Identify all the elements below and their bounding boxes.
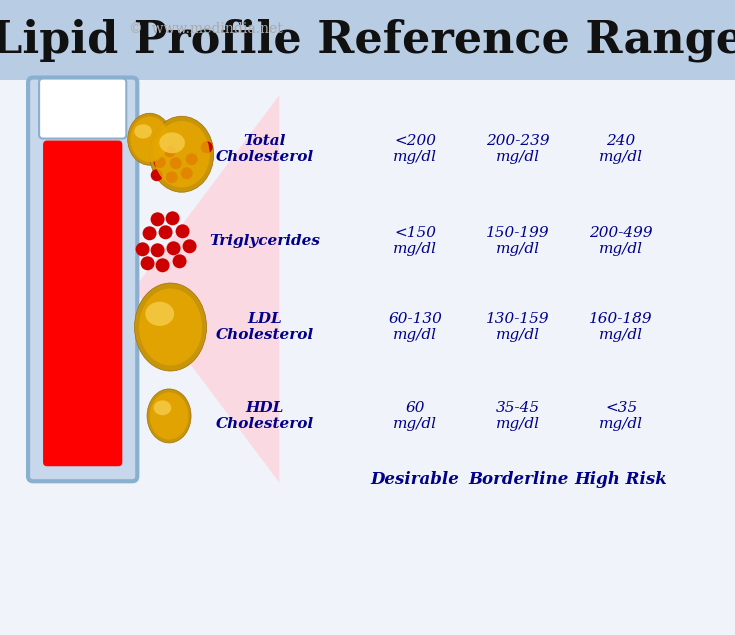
Bar <box>0 0 735 80</box>
Ellipse shape <box>147 389 191 443</box>
Ellipse shape <box>130 116 169 162</box>
Ellipse shape <box>170 157 182 169</box>
Ellipse shape <box>154 156 165 168</box>
Text: High Risk: High Risk <box>575 471 667 488</box>
Text: ©  www.medindia.net: © www.medindia.net <box>129 22 283 36</box>
Ellipse shape <box>151 169 162 181</box>
Ellipse shape <box>156 258 170 272</box>
Ellipse shape <box>143 226 157 240</box>
Text: Desirable: Desirable <box>371 471 459 488</box>
Ellipse shape <box>135 243 150 257</box>
Ellipse shape <box>139 288 202 366</box>
Text: 200-239
mg/dl: 200-239 mg/dl <box>487 134 550 164</box>
Text: Lipid Profile Reference Range: Lipid Profile Reference Range <box>0 18 735 62</box>
Ellipse shape <box>159 132 185 153</box>
Ellipse shape <box>182 239 196 253</box>
Ellipse shape <box>135 283 207 371</box>
FancyBboxPatch shape <box>39 79 126 138</box>
Ellipse shape <box>186 153 198 165</box>
Text: HDL
Cholesterol: HDL Cholesterol <box>215 401 314 431</box>
Text: <200
mg/dl: <200 mg/dl <box>393 134 437 164</box>
Ellipse shape <box>181 167 193 179</box>
Text: 160-189
mg/dl: 160-189 mg/dl <box>589 312 653 342</box>
Ellipse shape <box>165 211 179 225</box>
Ellipse shape <box>159 225 173 239</box>
Text: 240
mg/dl: 240 mg/dl <box>599 134 643 164</box>
Text: Triglycerides: Triglycerides <box>209 234 320 248</box>
Text: <150
mg/dl: <150 mg/dl <box>393 226 437 257</box>
Ellipse shape <box>173 254 187 269</box>
Ellipse shape <box>154 401 171 415</box>
Ellipse shape <box>150 116 214 192</box>
Ellipse shape <box>140 257 154 271</box>
Ellipse shape <box>151 243 165 257</box>
Ellipse shape <box>151 212 165 226</box>
FancyBboxPatch shape <box>43 140 122 466</box>
Text: Total
Cholesterol: Total Cholesterol <box>215 134 314 164</box>
Ellipse shape <box>164 145 176 157</box>
Ellipse shape <box>128 113 172 165</box>
Text: 150-199
mg/dl: 150-199 mg/dl <box>487 226 550 257</box>
Ellipse shape <box>201 141 212 153</box>
Text: Borderline: Borderline <box>468 471 568 488</box>
Text: <35
mg/dl: <35 mg/dl <box>599 401 643 431</box>
Text: 200-499
mg/dl: 200-499 mg/dl <box>589 226 653 257</box>
Text: 35-45
mg/dl: 35-45 mg/dl <box>496 401 540 431</box>
Ellipse shape <box>146 302 174 326</box>
Text: LDL
Cholesterol: LDL Cholesterol <box>215 312 314 342</box>
Ellipse shape <box>167 241 181 255</box>
Ellipse shape <box>154 121 209 187</box>
FancyBboxPatch shape <box>28 77 137 481</box>
Polygon shape <box>134 95 279 483</box>
Text: 60
mg/dl: 60 mg/dl <box>393 401 437 431</box>
Ellipse shape <box>150 392 188 439</box>
Text: 60-130
mg/dl: 60-130 mg/dl <box>388 312 442 342</box>
Ellipse shape <box>165 171 178 184</box>
Text: 130-159
mg/dl: 130-159 mg/dl <box>487 312 550 342</box>
Ellipse shape <box>135 124 152 138</box>
Ellipse shape <box>176 224 190 238</box>
